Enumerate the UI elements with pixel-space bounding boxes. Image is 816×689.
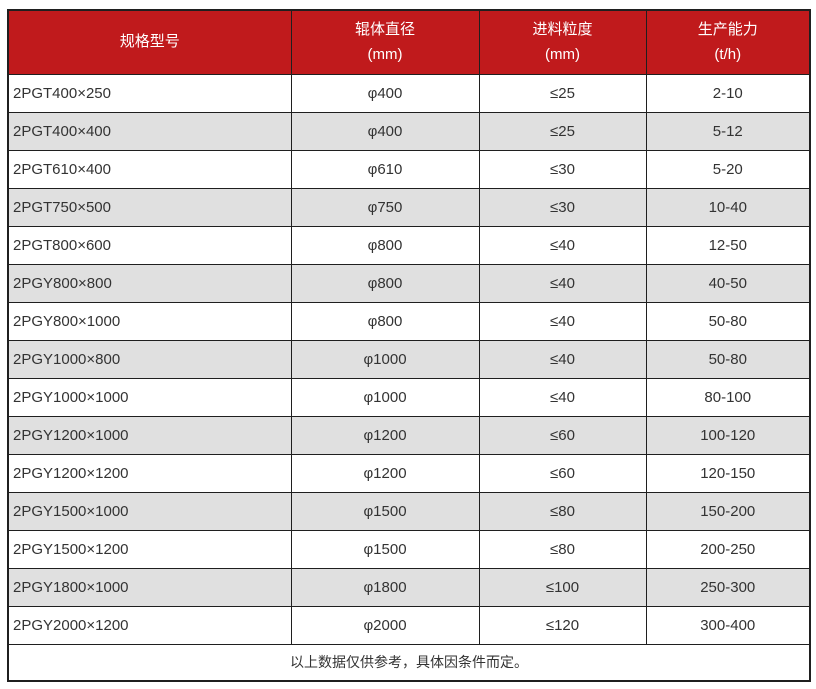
diameter-cell: φ1000: [290, 339, 480, 379]
footnote-row: 以上数据仅供参考，具体因条件而定。: [7, 643, 811, 682]
header-label: 进料粒度: [532, 20, 593, 38]
capacity-cell: 40-50: [645, 263, 811, 303]
model-cell: 2PGY1200×1200: [7, 453, 292, 493]
capacity-cell: 150-200: [645, 491, 811, 531]
feed-size-cell: ≤60: [478, 415, 647, 455]
model-cell: 2PGY2000×1200: [7, 605, 292, 645]
diameter-cell: φ400: [290, 73, 480, 113]
diameter-cell: φ750: [290, 187, 480, 227]
model-cell: 2PGY1500×1200: [7, 529, 292, 569]
model-cell: 2PGY1000×800: [7, 339, 292, 379]
feed-size-cell: ≤80: [478, 529, 647, 569]
model-cell: 2PGT400×250: [7, 73, 292, 113]
header-unit: (t/h): [714, 45, 742, 63]
diameter-cell: φ1200: [290, 453, 480, 493]
header-label: 规格型号: [119, 33, 180, 51]
table-row: 2PGY1000×1000 φ1000 ≤40 80-100: [7, 377, 811, 417]
diameter-cell: φ1500: [290, 491, 480, 531]
header-unit: (mm): [367, 45, 403, 63]
table-row: 2PGY2000×1200 φ2000 ≤120 300-400: [7, 605, 811, 645]
table-row: 2PGY1500×1000 φ1500 ≤80 150-200: [7, 491, 811, 531]
model-cell: 2PGT750×500: [7, 187, 292, 227]
diameter-cell: φ1500: [290, 529, 480, 569]
feed-size-cell: ≤40: [478, 263, 647, 303]
diameter-cell: φ1800: [290, 567, 480, 607]
diameter-cell: φ1200: [290, 415, 480, 455]
feed-size-cell: ≤80: [478, 491, 647, 531]
model-cell: 2PGY1800×1000: [7, 567, 292, 607]
diameter-cell: φ2000: [290, 605, 480, 645]
column-header-roller-diameter: 辊体直径 (mm): [290, 9, 480, 75]
feed-size-cell: ≤40: [478, 339, 647, 379]
capacity-cell: 50-80: [645, 301, 811, 341]
spec-table: 规格型号 辊体直径 (mm) 进料粒度 (mm) 生产能力 (t/h): [7, 9, 811, 682]
model-cell: 2PGY1500×1000: [7, 491, 292, 531]
feed-size-cell: ≤30: [478, 149, 647, 189]
feed-size-cell: ≤120: [478, 605, 647, 645]
table-row: 2PGT750×500 φ750 ≤30 10-40: [7, 187, 811, 227]
column-header-model: 规格型号: [7, 9, 292, 75]
capacity-cell: 100-120: [645, 415, 811, 455]
model-cell: 2PGY1200×1000: [7, 415, 292, 455]
capacity-cell: 12-50: [645, 225, 811, 265]
table-row: 2PGY1200×1200 φ1200 ≤60 120-150: [7, 453, 811, 493]
column-header-feed-size: 进料粒度 (mm): [478, 9, 647, 75]
table-row: 2PGY1800×1000 φ1800 ≤100 250-300: [7, 567, 811, 607]
capacity-cell: 200-250: [645, 529, 811, 569]
model-cell: 2PGY1000×1000: [7, 377, 292, 417]
capacity-cell: 300-400: [645, 605, 811, 645]
diameter-cell: φ800: [290, 301, 480, 341]
spec-table-body: 2PGT400×250 φ400 ≤25 2-10 2PGT400×400 φ400 ≤25…: [7, 73, 811, 645]
feed-size-cell: ≤25: [478, 111, 647, 151]
feed-size-cell: ≤60: [478, 453, 647, 493]
capacity-cell: 50-80: [645, 339, 811, 379]
model-cell: 2PGY800×800: [7, 263, 292, 303]
column-header-capacity: 生产能力 (t/h): [645, 9, 811, 75]
feed-size-cell: ≤40: [478, 377, 647, 417]
header-label: 辊体直径: [354, 20, 415, 38]
model-cell: 2PGT800×600: [7, 225, 292, 265]
capacity-cell: 80-100: [645, 377, 811, 417]
diameter-cell: φ800: [290, 225, 480, 265]
feed-size-cell: ≤25: [478, 73, 647, 113]
model-cell: 2PGT610×400: [7, 149, 292, 189]
table-row: 2PGT800×600 φ800 ≤40 12-50: [7, 225, 811, 265]
model-cell: 2PGY800×1000: [7, 301, 292, 341]
footnote-text: 以上数据仅供参考，具体因条件而定。: [7, 643, 811, 682]
capacity-cell: 2-10: [645, 73, 811, 113]
diameter-cell: φ800: [290, 263, 480, 303]
table-row: 2PGY1000×800 φ1000 ≤40 50-80: [7, 339, 811, 379]
table-row: 2PGY800×1000 φ800 ≤40 50-80: [7, 301, 811, 341]
table-row: 2PGY1500×1200 φ1500 ≤80 200-250: [7, 529, 811, 569]
capacity-cell: 250-300: [645, 567, 811, 607]
feed-size-cell: ≤40: [478, 301, 647, 341]
model-cell: 2PGT400×400: [7, 111, 292, 151]
feed-size-cell: ≤30: [478, 187, 647, 227]
table-row: 2PGT400×250 φ400 ≤25 2-10: [7, 73, 811, 113]
capacity-cell: 120-150: [645, 453, 811, 493]
table-row: 2PGY1200×1000 φ1200 ≤60 100-120: [7, 415, 811, 455]
feed-size-cell: ≤40: [478, 225, 647, 265]
table-row: 2PGT400×400 φ400 ≤25 5-12: [7, 111, 811, 151]
header-row: 规格型号 辊体直径 (mm) 进料粒度 (mm) 生产能力 (t/h): [7, 9, 811, 75]
table-row: 2PGT610×400 φ610 ≤30 5-20: [7, 149, 811, 189]
capacity-cell: 5-12: [645, 111, 811, 151]
header-unit: (mm): [545, 45, 580, 63]
capacity-cell: 5-20: [645, 149, 811, 189]
diameter-cell: φ1000: [290, 377, 480, 417]
diameter-cell: φ610: [290, 149, 480, 189]
feed-size-cell: ≤100: [478, 567, 647, 607]
table-row: 2PGY800×800 φ800 ≤40 40-50: [7, 263, 811, 303]
header-label: 生产能力: [697, 20, 758, 38]
diameter-cell: φ400: [290, 111, 480, 151]
capacity-cell: 10-40: [645, 187, 811, 227]
